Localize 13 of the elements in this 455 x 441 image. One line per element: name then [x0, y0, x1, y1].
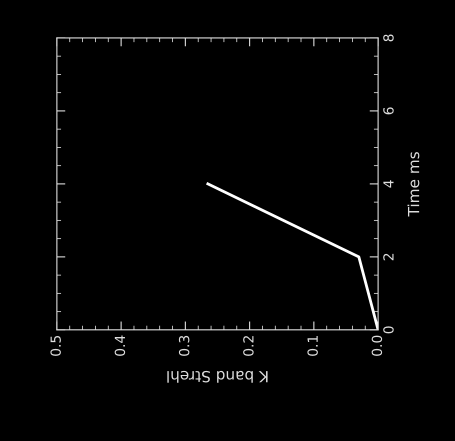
x-tick-label: 0.4: [114, 336, 126, 356]
y-tick-label: 8: [383, 34, 394, 42]
y-axis-title: Time ms: [408, 152, 420, 216]
y-tick-label: 6: [383, 107, 394, 114]
x-tick-label: 0.5: [50, 336, 61, 356]
x-tick-label: 0.1: [307, 336, 318, 356]
y-tick-label: 0: [383, 326, 394, 334]
x-axis-title: K band Strehl: [167, 370, 268, 383]
y-tick-label: 4: [383, 180, 394, 188]
x-tick-label: 0.3: [178, 336, 190, 356]
x-tick-label: 0.2: [243, 336, 254, 356]
x-tick-label: 0.0: [372, 336, 382, 356]
y-tick-label: 2: [383, 254, 394, 260]
